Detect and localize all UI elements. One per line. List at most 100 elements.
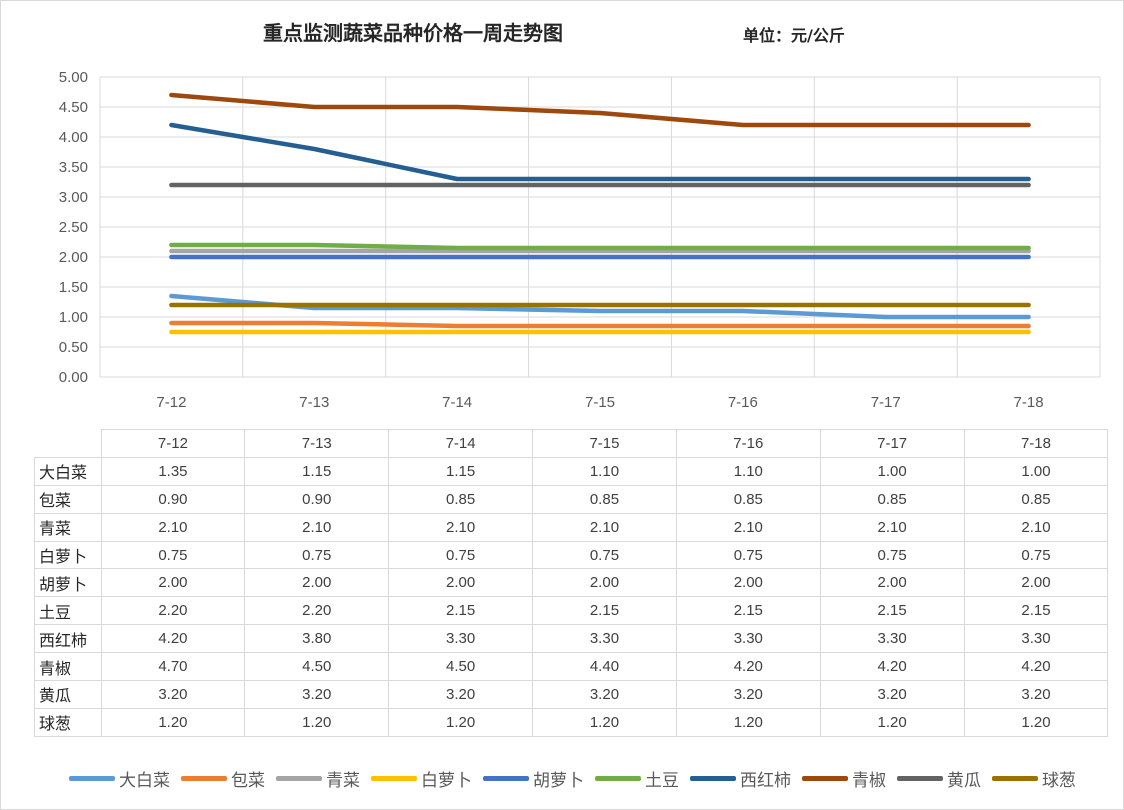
line-chart: 0.00 0.50 1.00 1.50 2.00 2.50 3.00 3.50 4.00 4.50… <box>59 69 1101 411</box>
table-cell: 3.30 <box>675 624 821 654</box>
table-row: 土豆 2.20 2.20 2.15 2.15 2.15 2.15 2.15 <box>34 596 1109 626</box>
grid-lines <box>99 76 1101 378</box>
table-row: 西红柿 4.20 3.80 3.30 3.30 3.30 3.30 3.30 <box>34 624 1109 654</box>
table-cell: 1.10 <box>675 456 821 486</box>
legend-item: 青菜 <box>276 766 360 791</box>
legend-item: 球葱 <box>992 766 1076 791</box>
table-cell: 0.90 <box>100 484 246 514</box>
legend: 大白菜 包菜 青菜 白萝卜 胡萝卜 土豆 西红柿 青椒 黄瓜 球葱 <box>69 766 1087 791</box>
table-row-header: 胡萝卜 <box>34 568 102 598</box>
table-cell: 3.30 <box>532 624 677 654</box>
legend-swatch <box>595 775 641 781</box>
table-column-header: 7-15 <box>532 429 677 458</box>
table-row-header: 包菜 <box>34 484 102 514</box>
legend-swatch <box>483 775 529 781</box>
x-tick-label: 7-13 <box>299 394 329 411</box>
table-cell: 1.15 <box>388 456 534 486</box>
x-axis-ticks: 7-12 7-13 7-14 7-15 7-16 7-17 7-18 <box>156 394 1043 411</box>
table-cell: 0.85 <box>963 484 1109 514</box>
y-tick-label: 0.00 <box>59 369 88 386</box>
y-tick-label: 2.00 <box>59 249 88 266</box>
series-line <box>169 320 1031 329</box>
series-line <box>169 122 1031 182</box>
series-line <box>169 293 1031 320</box>
y-tick-label: 4.00 <box>59 129 88 146</box>
legend-item: 黄瓜 <box>897 766 981 791</box>
series-lines <box>169 92 1031 335</box>
table-cell: 2.10 <box>388 512 534 542</box>
table-cell: 1.00 <box>963 456 1109 486</box>
y-tick-label: 1.00 <box>59 309 88 326</box>
table-column-header: 7-16 <box>675 429 821 458</box>
table-cell: 2.00 <box>100 568 246 598</box>
legend-item: 青椒 <box>802 766 886 791</box>
table-cell: 2.00 <box>819 568 965 598</box>
legend-item: 土豆 <box>595 766 679 791</box>
table-cell: 4.20 <box>675 652 821 682</box>
legend-label: 土豆 <box>645 770 679 791</box>
table-cell: 4.20 <box>963 652 1109 682</box>
y-tick-label: 3.00 <box>59 189 88 206</box>
x-tick-label: 7-16 <box>728 394 758 411</box>
table-cell: 3.20 <box>963 680 1109 709</box>
legend-label: 黄瓜 <box>947 770 981 791</box>
legend-label: 包菜 <box>231 770 265 791</box>
table-row: 球葱 1.20 1.20 1.20 1.20 1.20 1.20 1.20 <box>34 707 1109 737</box>
legend-swatch <box>690 775 736 781</box>
table-header-row: 7-12 7-13 7-14 7-15 7-16 7-17 7-18 <box>34 429 1109 458</box>
table-cell: 4.20 <box>100 624 246 654</box>
table-row-header: 大白菜 <box>34 456 102 486</box>
x-tick-label: 7-15 <box>585 394 615 411</box>
x-tick-label: 7-12 <box>156 394 186 411</box>
table-cell: 4.70 <box>100 652 246 682</box>
table-cell: 1.20 <box>244 707 390 737</box>
legend-label: 白萝卜 <box>421 770 472 791</box>
table-row: 白萝卜 0.75 0.75 0.75 0.75 0.75 0.75 0.75 <box>34 540 1109 570</box>
table-cell: 1.35 <box>100 456 246 486</box>
table-cell: 3.80 <box>244 624 390 654</box>
y-tick-label: 4.50 <box>59 99 88 116</box>
x-tick-label: 7-18 <box>1014 394 1044 411</box>
legend-swatch <box>897 775 943 781</box>
table-corner-cell <box>34 429 102 458</box>
table-cell: 3.20 <box>388 680 534 709</box>
legend-label: 大白菜 <box>119 770 170 791</box>
y-tick-label: 3.50 <box>59 159 88 176</box>
table-cell: 4.50 <box>388 652 534 682</box>
y-tick-label: 2.50 <box>59 219 88 236</box>
table-cell: 3.30 <box>819 624 965 654</box>
table-row: 大白菜 1.35 1.15 1.15 1.10 1.10 1.00 1.00 <box>34 456 1109 486</box>
y-tick-label: 5.00 <box>59 69 88 86</box>
table-cell: 2.15 <box>388 596 534 626</box>
table-cell: 1.15 <box>244 456 390 486</box>
table-cell: 1.20 <box>532 707 677 737</box>
table-cell: 0.85 <box>532 484 677 514</box>
legend-label: 胡萝卜 <box>533 770 584 791</box>
table-row: 黄瓜 3.20 3.20 3.20 3.20 3.20 3.20 3.20 <box>34 680 1109 709</box>
table-row-header: 黄瓜 <box>34 680 102 709</box>
table-row-header: 青菜 <box>34 512 102 542</box>
legend-item: 大白菜 <box>69 766 170 791</box>
table-cell: 0.90 <box>244 484 390 514</box>
table-cell: 0.75 <box>963 540 1109 570</box>
table-cell: 2.10 <box>675 512 821 542</box>
table-cell: 2.00 <box>388 568 534 598</box>
table-row-header: 西红柿 <box>34 624 102 654</box>
legend-swatch <box>371 775 417 781</box>
table-cell: 2.00 <box>675 568 821 598</box>
legend-label: 西红柿 <box>740 770 791 791</box>
table-cell: 2.10 <box>244 512 390 542</box>
table-cell: 0.75 <box>244 540 390 570</box>
table-cell: 2.15 <box>819 596 965 626</box>
table-cell: 2.10 <box>963 512 1109 542</box>
table-row: 青椒 4.70 4.50 4.50 4.40 4.20 4.20 4.20 <box>34 652 1109 682</box>
legend-swatch <box>276 775 322 781</box>
table-cell: 2.20 <box>244 596 390 626</box>
table-cell: 2.10 <box>819 512 965 542</box>
table-cell: 0.75 <box>819 540 965 570</box>
table-cell: 3.30 <box>963 624 1109 654</box>
table-cell: 0.85 <box>388 484 534 514</box>
legend-swatch <box>992 775 1038 781</box>
table-row-header: 球葱 <box>34 707 102 737</box>
table-cell: 4.40 <box>532 652 677 682</box>
